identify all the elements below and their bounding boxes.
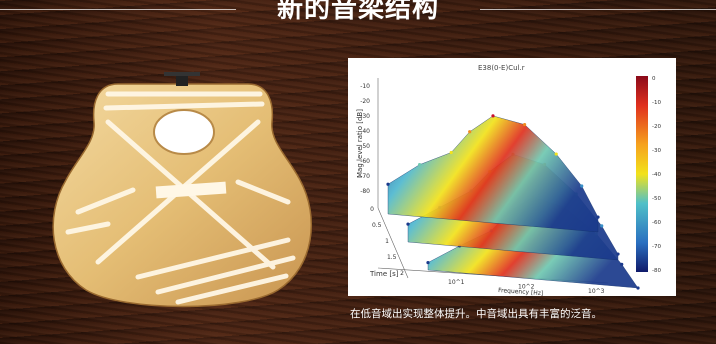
data-point	[580, 184, 584, 188]
time-tick-label: 1	[385, 238, 389, 245]
data-point	[406, 222, 410, 226]
time-ticks: 0 0.5 1 1.5 2	[370, 206, 404, 277]
colorbar-tick-label: 0	[652, 76, 656, 82]
colorbar-tick-label: -40	[652, 172, 661, 178]
chart-title: E38(0-E)Cul.r	[478, 64, 525, 72]
colorbar-tick-label: -80	[652, 268, 661, 274]
x-ticks: 10^1 10^2 10^3	[448, 279, 605, 295]
colorbar-tick-label: -10	[652, 100, 661, 106]
y-tick-label: -10	[360, 83, 370, 90]
time-tick-label: 1.5	[387, 254, 397, 261]
time-tick-label: 0.5	[372, 222, 382, 229]
colorbar	[636, 76, 648, 272]
waterfall-chart: E38(0-E)Cul.r Mag level ratio [dB] Time …	[356, 64, 661, 296]
x-tick-label: 10^1	[448, 279, 465, 286]
y-tick-label: -70	[360, 173, 370, 180]
waterfall-surface	[386, 114, 640, 290]
colorbar-tick-label: -30	[652, 148, 661, 154]
data-point	[418, 163, 422, 167]
data-point	[600, 224, 604, 228]
colorbar-tick-label: -70	[652, 244, 661, 250]
y-axis-label: Mag level ratio [dB]	[356, 109, 364, 178]
data-point	[491, 114, 495, 118]
y-tick-label: -50	[360, 143, 370, 150]
data-point	[596, 215, 600, 219]
x-tick-label: 10^3	[588, 288, 605, 295]
y-tick-label: -20	[360, 98, 370, 105]
y-tick-label: -60	[360, 158, 370, 165]
data-point	[386, 182, 390, 186]
time-tick-label: 0	[370, 206, 374, 213]
y-tick-label: -40	[360, 128, 370, 135]
x-axis-label: Frequency [Hz]	[498, 287, 544, 296]
data-point	[620, 262, 624, 266]
colorbar-ticks: 0 -10 -20 -30 -40 -50 -60 -70 -80	[652, 76, 661, 274]
time-tick-label: 2	[400, 270, 404, 277]
data-point	[636, 286, 640, 290]
data-point	[616, 252, 620, 256]
guitar-top-bracing-icon	[52, 72, 312, 308]
waterfall-slice	[387, 115, 599, 233]
header-divider-right	[480, 9, 716, 10]
chart-caption: 在低音域出实现整体提升。中音域出具有丰富的泛音。	[350, 308, 602, 320]
x-tick-label: 10^2	[518, 284, 535, 291]
page-title: 新的音梁结构	[276, 0, 439, 24]
header-divider-left	[0, 9, 236, 10]
colorbar-tick-label: -50	[652, 196, 661, 202]
y-ticks: -10 -20 -30 -40 -50 -60 -70 -80	[360, 83, 370, 195]
data-point	[554, 152, 558, 156]
colorbar-tick-label: -20	[652, 124, 661, 130]
data-point	[449, 150, 453, 155]
time-axis-label: Time [s]	[369, 270, 399, 278]
data-point	[523, 122, 527, 127]
waterfall-chart-panel: E38(0-E)Cul.r Mag level ratio [dB] Time …	[348, 58, 676, 296]
colorbar-tick-label: -60	[652, 220, 661, 226]
data-point	[468, 130, 472, 134]
y-tick-label: -30	[360, 113, 370, 120]
data-point	[426, 260, 430, 265]
y-tick-label: -80	[360, 188, 370, 195]
